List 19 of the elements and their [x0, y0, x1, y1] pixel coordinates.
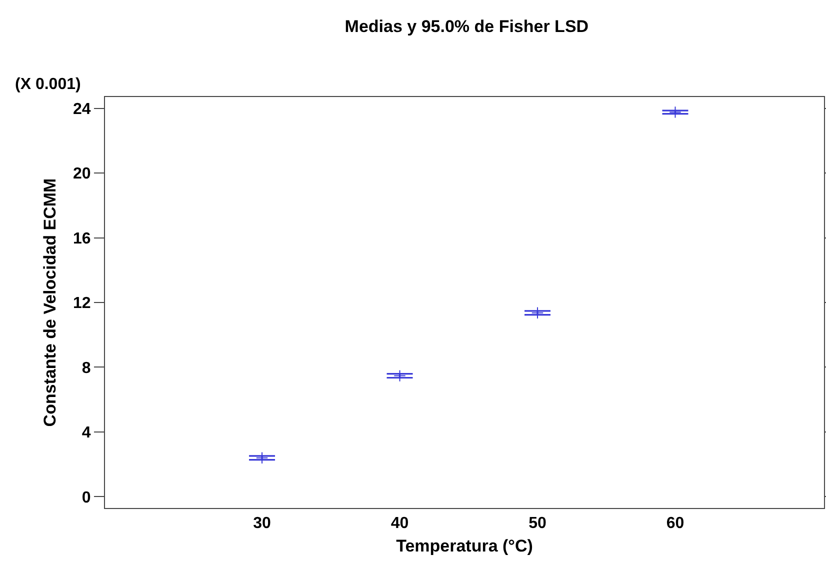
y-tick-label: 4 — [82, 424, 91, 442]
x-tick-label: 30 — [253, 515, 272, 532]
y-tick-label: 0 — [82, 489, 91, 506]
point — [256, 452, 268, 464]
point — [669, 106, 682, 118]
x-tick-label: 40 — [390, 515, 409, 532]
y-tick-label: 24 — [73, 100, 91, 118]
point — [531, 306, 544, 319]
x-tick-label: 50 — [528, 515, 546, 532]
x-axis-title: Temperatura (°C) — [396, 536, 533, 556]
y-axis-title: Constante de Velocidad ECMM — [40, 178, 60, 427]
point — [394, 370, 406, 382]
x-tick-label: 60 — [666, 515, 684, 532]
y-tick-label: 16 — [73, 230, 91, 248]
text: (X 0.001) — [15, 76, 81, 93]
y-tick-label: 20 — [73, 166, 91, 183]
chart-title: Medias y 95.0% de Fisher LSD — [344, 16, 589, 36]
y-tick-label: 8 — [82, 360, 91, 377]
y-tick-label: 12 — [73, 295, 91, 312]
